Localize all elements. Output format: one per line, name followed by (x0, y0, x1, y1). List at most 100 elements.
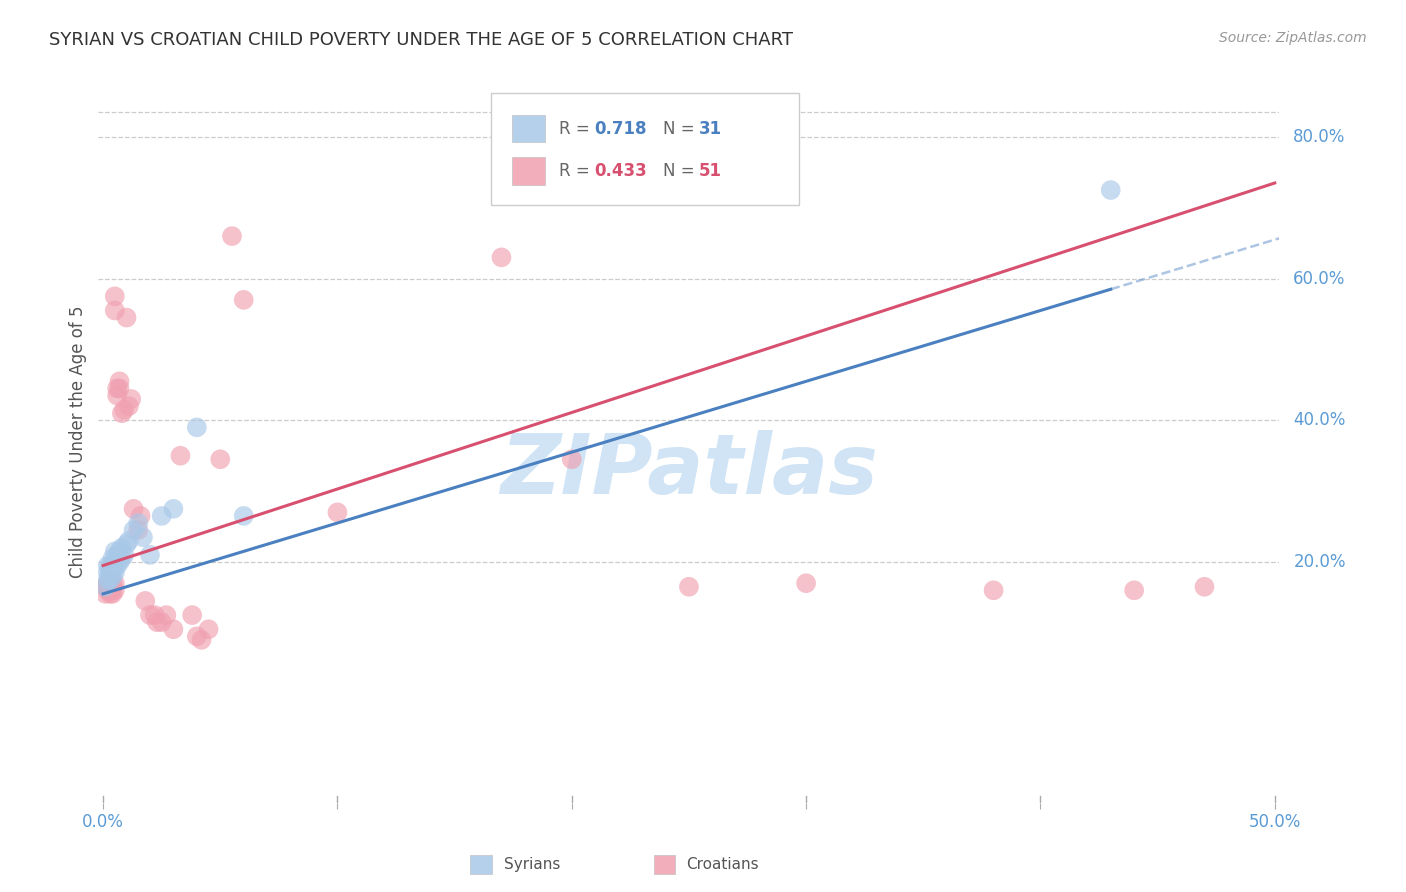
Point (190, 632, 212, 647)
Point (155, 608, 177, 623)
Text: N =: N = (664, 120, 700, 137)
Point (101, 569, 124, 583)
Point (232, 508, 254, 523)
Text: R =: R = (560, 162, 595, 180)
Point (169, 449, 191, 463)
Point (115, 537, 138, 551)
Point (111, 406, 134, 420)
Point (104, 576, 127, 591)
Point (983, 583, 1005, 598)
Point (162, 501, 184, 516)
Point (104, 289, 127, 303)
FancyBboxPatch shape (512, 158, 546, 185)
Point (105, 558, 128, 573)
Text: 0.433: 0.433 (595, 162, 647, 180)
Point (97, 576, 120, 591)
Point (104, 555, 127, 569)
Point (197, 622, 219, 636)
Text: 51: 51 (699, 162, 721, 180)
Point (112, 402, 135, 417)
Point (118, 533, 141, 548)
Point (115, 310, 138, 325)
Point (105, 381, 128, 395)
Text: 31: 31 (699, 120, 721, 137)
Point (105, 388, 128, 402)
Point (221, 229, 243, 244)
Text: R =: R = (560, 120, 595, 137)
Text: SYRIAN VS CROATIAN CHILD POVERTY UNDER THE AGE OF 5 CORRELATION CHART: SYRIAN VS CROATIAN CHILD POVERTY UNDER T… (49, 31, 793, 49)
Point (134, 594, 156, 608)
Point (104, 544, 127, 558)
Text: 0.718: 0.718 (595, 120, 647, 137)
Text: 40.0%: 40.0% (1294, 411, 1346, 429)
Text: ZIPatlas: ZIPatlas (501, 430, 877, 511)
Point (118, 399, 141, 413)
Point (794, 576, 817, 591)
Point (1099, 183, 1122, 197)
Point (94, 580, 117, 594)
FancyBboxPatch shape (654, 855, 675, 873)
Point (143, 608, 166, 623)
Point (104, 566, 127, 580)
FancyBboxPatch shape (491, 93, 799, 205)
Point (186, 420, 208, 434)
Point (129, 508, 152, 523)
Point (491, 251, 513, 265)
Point (181, 608, 204, 623)
Point (98, 558, 121, 573)
Point (122, 523, 145, 537)
Point (98, 566, 121, 580)
Point (98, 583, 121, 598)
Point (127, 523, 149, 537)
Text: Syrians: Syrians (503, 856, 560, 871)
Point (111, 541, 134, 555)
Point (232, 293, 254, 307)
Point (98, 576, 121, 591)
Point (97, 573, 120, 587)
Point (98, 573, 121, 587)
Point (108, 555, 131, 569)
Point (105, 548, 128, 562)
Point (94, 580, 117, 594)
Point (98, 573, 121, 587)
Point (108, 375, 131, 389)
Text: 20.0%: 20.0% (1294, 553, 1346, 571)
Point (101, 576, 124, 591)
Text: Source: ZipAtlas.com: Source: ZipAtlas.com (1219, 31, 1367, 45)
Point (326, 505, 349, 519)
Point (209, 452, 232, 467)
Point (104, 303, 127, 318)
Point (97, 583, 120, 598)
Text: 60.0%: 60.0% (1294, 269, 1346, 287)
FancyBboxPatch shape (471, 855, 492, 873)
Point (150, 508, 173, 523)
Point (101, 587, 124, 601)
Point (97, 558, 120, 573)
Point (139, 548, 162, 562)
Point (101, 551, 124, 566)
Point (108, 381, 131, 395)
Point (1123, 583, 1146, 598)
Point (112, 548, 135, 562)
Point (186, 629, 208, 643)
Point (146, 615, 169, 630)
Point (122, 501, 145, 516)
Point (97, 580, 120, 594)
Point (111, 551, 134, 566)
Point (98, 587, 121, 601)
Point (97, 566, 120, 580)
Y-axis label: Child Poverty Under the Age of 5: Child Poverty Under the Age of 5 (69, 305, 87, 578)
Point (101, 562, 124, 576)
Point (94, 587, 117, 601)
Point (162, 622, 184, 636)
Point (139, 608, 162, 623)
Point (101, 583, 124, 598)
Text: N =: N = (664, 162, 700, 180)
Point (1194, 580, 1216, 594)
Point (561, 452, 583, 467)
Point (108, 544, 131, 558)
Point (104, 583, 127, 598)
Point (120, 392, 142, 406)
Point (127, 516, 149, 530)
Text: 80.0%: 80.0% (1294, 128, 1346, 146)
